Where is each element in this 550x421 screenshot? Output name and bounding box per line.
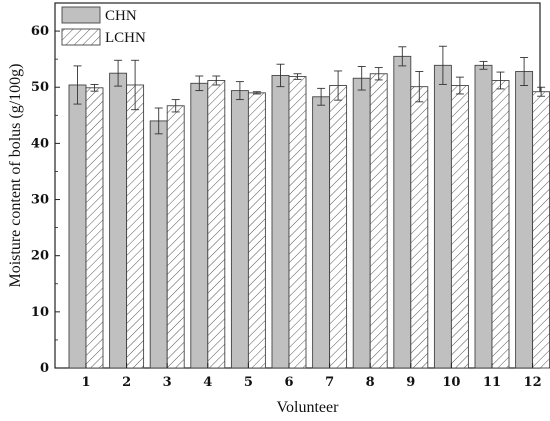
y-tick-label-0: 0 xyxy=(40,361,49,376)
bar-lchn-10 xyxy=(450,85,469,369)
x-tick-label-8: 8 xyxy=(366,375,375,390)
bar-chn-5 xyxy=(230,90,249,369)
x-tick-label-1: 1 xyxy=(81,375,90,390)
x-tick-label-11: 11 xyxy=(483,375,501,390)
bar-chn-2 xyxy=(109,72,128,369)
bar-lchn-7 xyxy=(329,85,348,369)
bar-lchn-9 xyxy=(410,86,429,369)
bar-chn-9 xyxy=(393,55,412,369)
bar-lchn-5 xyxy=(247,92,266,369)
y-axis-title: Moisture content of bolus (g/100g) xyxy=(7,64,24,288)
legend-label-chn: CHN xyxy=(105,8,137,24)
bar-chn-1 xyxy=(68,84,87,369)
y-tick-label-60: 60 xyxy=(31,24,49,39)
y-tick-label-30: 30 xyxy=(31,193,49,208)
y-tick-label-10: 10 xyxy=(31,305,49,320)
bar-lchn-11 xyxy=(491,80,510,369)
bar-chn-8 xyxy=(352,77,371,369)
bar-chn-10 xyxy=(433,64,452,369)
y-tick-label-50: 50 xyxy=(31,80,49,95)
bar-lchn-3 xyxy=(166,105,185,369)
y-tick-label-20: 20 xyxy=(31,249,49,264)
x-axis-title: Volunteer xyxy=(277,399,340,416)
x-tick-label-7: 7 xyxy=(325,375,334,390)
legend-swatch-chn xyxy=(61,6,101,24)
bar-lchn-8 xyxy=(369,73,388,369)
bar-lchn-6 xyxy=(288,76,307,369)
x-tick-label-5: 5 xyxy=(244,375,253,390)
bar-chn-7 xyxy=(312,96,331,369)
x-tick-label-3: 3 xyxy=(163,375,172,390)
bar-chn-12 xyxy=(515,71,534,369)
bar-lchn-12 xyxy=(532,91,550,369)
x-tick-label-12: 12 xyxy=(524,375,542,390)
bar-chn-11 xyxy=(474,64,493,369)
x-tick-label-6: 6 xyxy=(284,375,293,390)
x-tick-label-2: 2 xyxy=(122,375,131,390)
legend-swatch-lchn xyxy=(61,28,101,46)
legend-label-lchn: LCHN xyxy=(105,30,146,46)
bar-lchn-4 xyxy=(207,80,226,369)
x-tick-label-4: 4 xyxy=(203,375,212,390)
y-tick-label-40: 40 xyxy=(31,136,49,151)
x-tick-label-9: 9 xyxy=(406,375,415,390)
x-tick-label-10: 10 xyxy=(442,375,460,390)
bar-lchn-2 xyxy=(126,84,145,369)
legend: CHN LCHN xyxy=(61,6,146,46)
bar-chn-4 xyxy=(190,82,209,369)
bar-chn-3 xyxy=(149,120,168,369)
bar-lchn-1 xyxy=(85,87,104,369)
bars-group xyxy=(68,45,550,369)
bar-chn-6 xyxy=(271,74,290,369)
